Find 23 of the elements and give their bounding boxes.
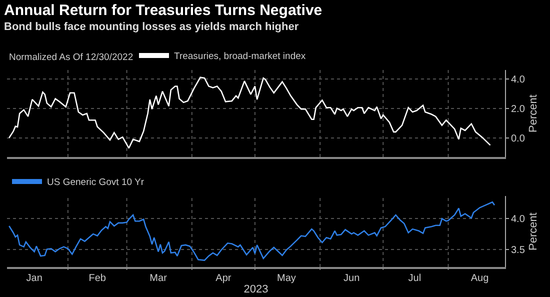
- x-tick-label: Jun: [344, 273, 360, 284]
- line-series: [8, 201, 496, 261]
- y-tick-label: 4.0: [511, 214, 526, 226]
- x-axis-title: 2023: [244, 284, 268, 296]
- x-tick-label: May: [277, 273, 296, 284]
- y-tick-label: 3.5: [511, 244, 526, 256]
- x-tick-label: Feb: [88, 273, 106, 284]
- legend-label: US Generic Govt 10 Yr: [47, 177, 144, 188]
- y-axis-title: Percent: [528, 94, 540, 132]
- x-tick-label: Jan: [26, 273, 42, 284]
- legend-label: Treasuries, broad-market index: [174, 51, 306, 62]
- y-axis-title: Percent: [528, 212, 540, 250]
- x-tick-label: Aug: [470, 273, 489, 284]
- x-tick-label: Apr: [216, 273, 232, 284]
- y-tick-label: 0.0: [511, 133, 526, 144]
- x-tick-label: Jul: [408, 273, 422, 284]
- x-tick-label: Mar: [150, 273, 168, 284]
- y-tick-label: 4.0: [511, 74, 526, 86]
- y-tick-label: 2.0: [511, 104, 526, 115]
- text: Normalized As Of 12/30/2022: [9, 52, 134, 63]
- chart-title: Annual Return for Treasuries Turns Negative: [4, 1, 324, 20]
- line-series: [8, 76, 491, 149]
- chart-subtitle: Bond bulls face mounting losses as yields march higher: [4, 20, 300, 34]
